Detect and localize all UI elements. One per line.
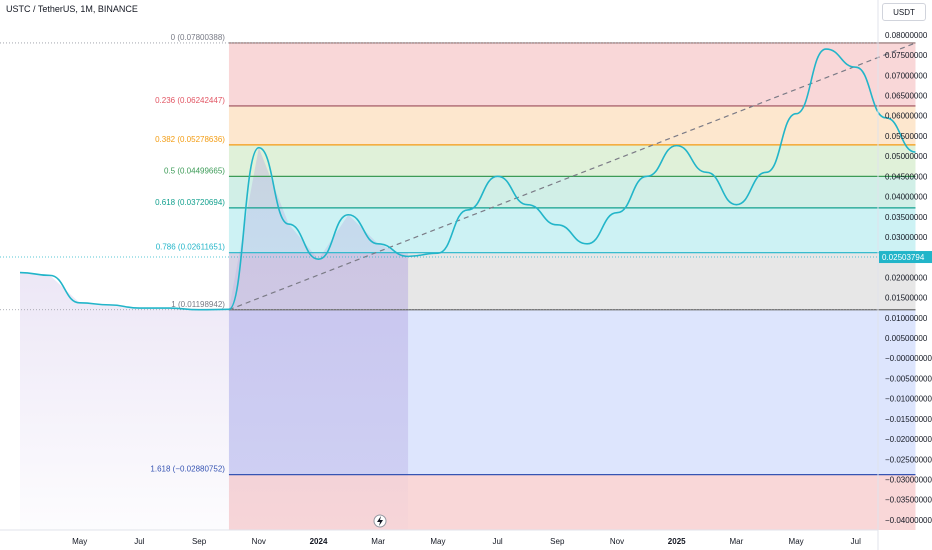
fib-level-label: 1.618 (−0.02880752) <box>150 465 225 474</box>
x-tick-label: Mar <box>730 537 744 546</box>
currency-selector[interactable]: USDT <box>882 3 926 21</box>
x-tick-label: 2024 <box>310 537 328 546</box>
y-tick-label: 0.06000000 <box>885 112 928 121</box>
fib-level-label: 0.382 (0.05278636) <box>155 135 225 144</box>
x-tick-label: Nov <box>252 537 266 546</box>
y-tick-label: 0.05500000 <box>885 132 928 141</box>
y-tick-label: 0.03000000 <box>885 233 928 242</box>
x-tick-label: May <box>789 537 804 546</box>
fib-level-label: 0.786 (0.02611651) <box>156 243 226 252</box>
fib-band <box>228 42 916 106</box>
x-tick-label: Jul <box>851 537 861 546</box>
price-line[interactable] <box>19 48 916 311</box>
x-tick-label: Sep <box>550 537 565 546</box>
x-tick-label: Mar <box>371 537 385 546</box>
fib-trend-line[interactable] <box>228 42 916 311</box>
last-price-label: 0.02503794 <box>882 253 925 262</box>
y-tick-label: −0.02500000 <box>885 455 932 464</box>
x-tick-label: 2025 <box>668 537 686 546</box>
y-tick-label: −0.03000000 <box>885 475 932 484</box>
fib-level-label: 0 (0.07800388) <box>171 33 226 42</box>
x-tick-label: Jul <box>134 537 144 546</box>
x-tick-label: May <box>72 537 87 546</box>
y-tick-label: 0.05000000 <box>885 152 928 161</box>
price-area <box>20 147 409 531</box>
fib-level-label: 0.5 (0.04499665) <box>164 166 225 175</box>
y-tick-label: −0.00500000 <box>885 374 932 383</box>
y-tick-label: −0.00000000 <box>885 354 932 363</box>
fib-level-label: 1 (0.01198942) <box>171 300 225 309</box>
y-tick-label: 0.01000000 <box>885 314 928 323</box>
last-price-badge <box>879 251 932 264</box>
x-tick-label: Nov <box>610 537 624 546</box>
symbol-title[interactable]: USTC / TetherUS, 1M, BINANCE <box>6 4 138 14</box>
x-tick-label: Sep <box>192 537 207 546</box>
y-tick-label: 0.04500000 <box>885 172 928 181</box>
y-tick-label: 0.02000000 <box>885 273 928 282</box>
y-tick-label: 0.07500000 <box>885 51 928 60</box>
fib-level-label: 0.236 (0.06242447) <box>155 96 225 105</box>
x-tick-label: Jul <box>492 537 502 546</box>
y-tick-label: 0.01500000 <box>885 294 928 303</box>
fib-band <box>228 176 916 208</box>
y-tick-label: 0.07000000 <box>885 71 928 80</box>
y-tick-label: 0.00500000 <box>885 334 928 343</box>
fib-level-label: 0.618 (0.03720694) <box>155 198 225 207</box>
y-tick-label: 0.08000000 <box>885 31 928 40</box>
y-tick-label: 0.06500000 <box>885 92 928 101</box>
y-tick-label: 0.03500000 <box>885 213 928 222</box>
y-tick-label: −0.01500000 <box>885 415 932 424</box>
y-tick-label: −0.01000000 <box>885 395 932 404</box>
lightning-icon-glyph <box>377 516 383 526</box>
y-tick-label: −0.03500000 <box>885 496 932 505</box>
y-tick-label: −0.04000000 <box>885 516 932 525</box>
fib-band <box>228 144 916 177</box>
x-tick-label: May <box>430 537 445 546</box>
y-tick-label: 0.04000000 <box>885 193 928 202</box>
y-tick-label: −0.02000000 <box>885 435 932 444</box>
fib-band <box>228 105 916 145</box>
